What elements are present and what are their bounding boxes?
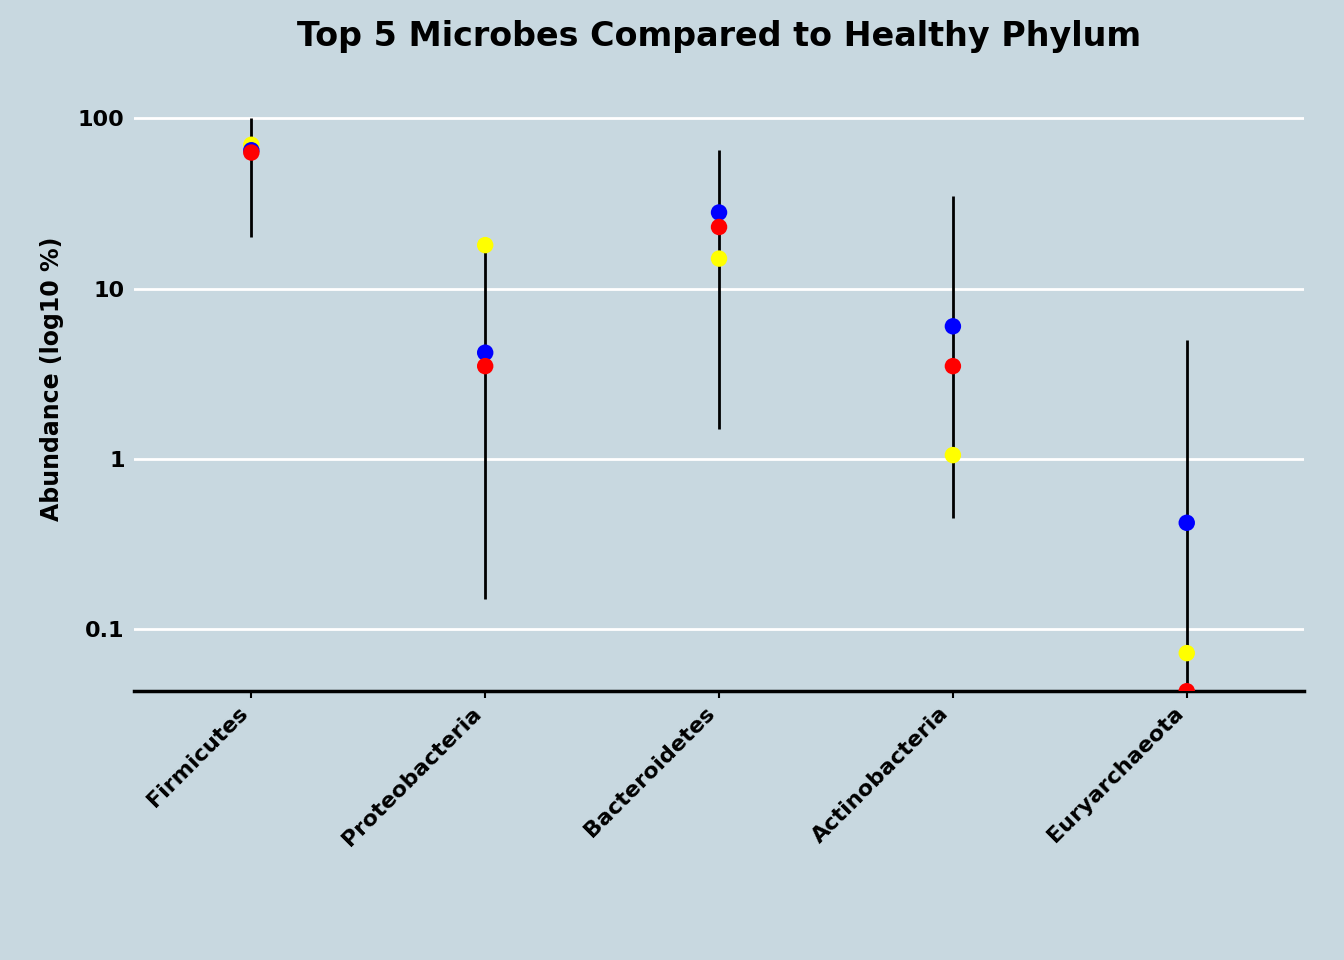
Point: [1176, 645, 1198, 660]
Point: [474, 358, 496, 373]
Point: [942, 319, 964, 334]
Point: [1176, 516, 1198, 531]
Title: Top 5 Microbes Compared to Healthy Phylum: Top 5 Microbes Compared to Healthy Phylu…: [297, 20, 1141, 54]
Point: [708, 219, 730, 234]
Point: [708, 204, 730, 220]
Point: [942, 358, 964, 373]
Point: [1176, 684, 1198, 699]
Point: [474, 345, 496, 360]
Point: [708, 251, 730, 266]
Point: [474, 237, 496, 252]
Y-axis label: Abundance (log10 %): Abundance (log10 %): [40, 237, 65, 521]
Point: [942, 447, 964, 463]
Point: [241, 137, 262, 153]
Point: [241, 143, 262, 158]
Point: [241, 145, 262, 160]
